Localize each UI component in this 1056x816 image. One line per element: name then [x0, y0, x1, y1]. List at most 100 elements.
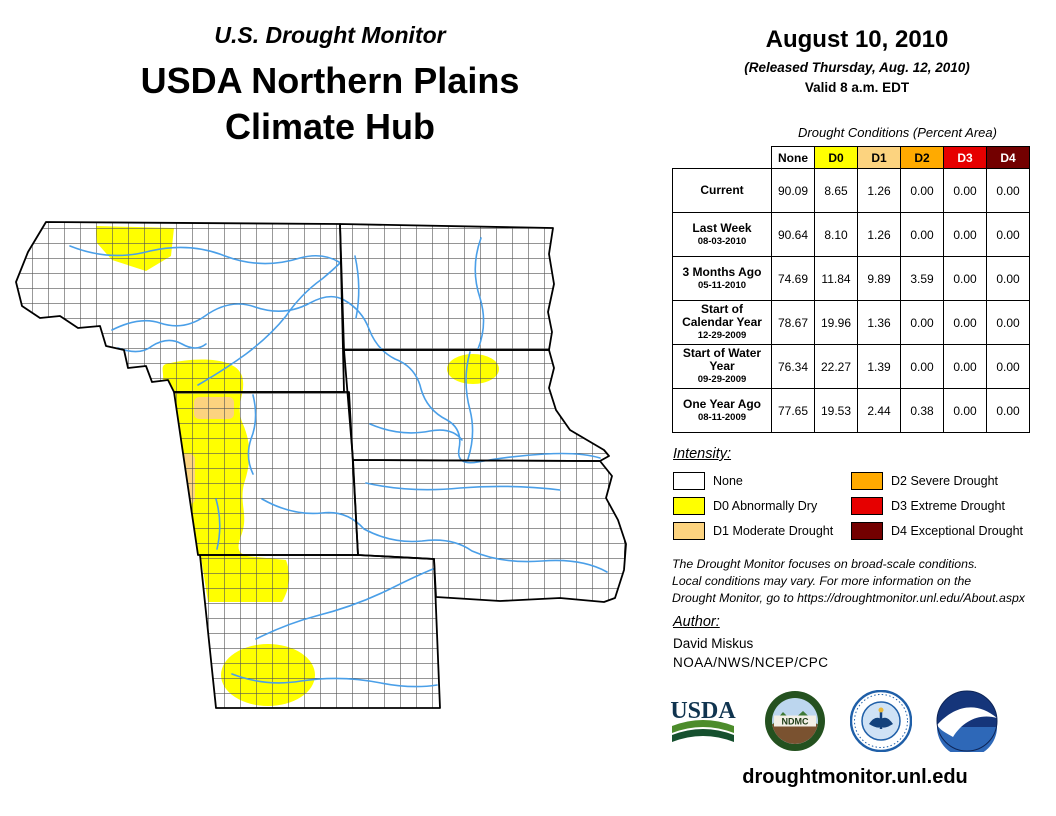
value-cell: 1.26 [857, 212, 901, 257]
rivers [69, 237, 608, 688]
value-cell: 22.27 [814, 344, 858, 389]
corner-cell [673, 147, 772, 169]
value-cell: 2.44 [857, 388, 901, 433]
ndmc-logo-text: NDMC [782, 717, 809, 727]
table-row-one-year-ago: One Year Ago 08-11-2009 77.65 19.53 2.44… [672, 388, 1030, 433]
row-date: 05-11-2010 [697, 279, 747, 291]
value-cell: 0.00 [986, 212, 1030, 257]
value-cell: 1.36 [857, 300, 901, 345]
monitor-title: U.S. Drought Monitor [214, 22, 446, 48]
author-org: NOAA/NWS/NCEP/CPC [673, 655, 829, 670]
disclaimer-line: Drought Monitor, go to https://droughtmo… [672, 591, 1025, 605]
value-cell: 0.00 [943, 300, 987, 345]
row-period: One Year Ago [682, 396, 762, 411]
disclaimer-line: The Drought Monitor focuses on broad-sca… [672, 557, 978, 571]
col-header-d1: D1 [857, 146, 901, 169]
legend-item-d1: D1 Moderate Drought [673, 521, 851, 540]
row-date: 08-03-2010 [697, 235, 747, 247]
author-name: David Miskus [673, 636, 754, 651]
value-cell: 9.89 [857, 256, 901, 301]
value-cell: 0.00 [943, 168, 987, 213]
drought-conditions-table: None D0 D1 D2 D3 D4 Current 90.09 8.65 1… [672, 146, 1030, 433]
legend-item-d0: D0 Abnormally Dry [673, 496, 851, 515]
col-header-d2: D2 [900, 146, 944, 169]
d3-swatch [851, 496, 883, 515]
row-date: 12-29-2009 [697, 330, 747, 341]
noaa-logo [936, 690, 998, 757]
table-row-start-calendar-year: Start of Calendar Year 12-29-2009 78.67 … [672, 300, 1030, 345]
value-cell: 0.38 [900, 388, 944, 433]
value-cell: 0.00 [986, 344, 1030, 389]
legend-item-none: None [673, 471, 851, 490]
legend-label: None [713, 473, 743, 488]
table-row-3-months-ago: 3 Months Ago 05-11-2010 74.69 11.84 9.89… [672, 256, 1030, 301]
value-cell: 1.39 [857, 344, 901, 389]
table-title: Drought Conditions (Percent Area) [798, 125, 997, 140]
value-cell: 78.67 [771, 300, 815, 345]
footer-url: droughtmonitor.unl.edu [742, 766, 968, 788]
none-swatch [673, 471, 705, 490]
state-borders [15, 221, 627, 709]
map-date: August 10, 2010 [765, 26, 949, 53]
value-cell: 1.26 [857, 168, 901, 213]
ndmc-logo: NDMC [764, 690, 826, 757]
legend-label: D0 Abnormally Dry [713, 498, 818, 513]
legend-item-d2: D2 Severe Drought [851, 471, 1041, 490]
valid-time: Valid 8 a.m. EDT [804, 80, 910, 95]
value-cell: 0.00 [943, 344, 987, 389]
county-boundaries [16, 222, 626, 708]
table-header-row: None D0 D1 D2 D3 D4 [673, 146, 1030, 169]
disclaimer-line: Local conditions may vary. For more info… [672, 574, 972, 588]
legend-item-d3: D3 Extreme Drought [851, 496, 1041, 515]
table-row-last-week: Last Week 08-03-2010 90.64 8.10 1.26 0.0… [672, 212, 1030, 257]
d4-swatch [851, 521, 883, 540]
release-date: (Released Thursday, Aug. 12, 2010) [744, 60, 970, 75]
author-heading: Author: [673, 614, 720, 630]
value-cell: 74.69 [771, 256, 815, 301]
logo-row: USDA NDMC [666, 689, 998, 757]
disclaimer: The Drought Monitor focuses on broad-sca… [672, 556, 1025, 607]
col-header-d3: D3 [943, 146, 987, 169]
d0-swatch [673, 496, 705, 515]
value-cell: 11.84 [814, 256, 858, 301]
usda-logo: USDA [666, 690, 740, 757]
value-cell: 3.59 [900, 256, 944, 301]
col-header-d4: D4 [986, 146, 1030, 169]
value-cell: 19.96 [814, 300, 858, 345]
value-cell: 77.65 [771, 388, 815, 433]
value-cell: 0.00 [943, 256, 987, 301]
legend-label: D3 Extreme Drought [891, 498, 1005, 513]
value-cell: 8.10 [814, 212, 858, 257]
drought-map-svg [15, 221, 627, 709]
value-cell: 0.00 [900, 212, 944, 257]
row-date: 09-29-2009 [697, 374, 747, 385]
d2-swatch [851, 471, 883, 490]
region-title: USDA Northern Plains Climate Hub [40, 58, 620, 150]
row-period: Last Week [692, 220, 752, 235]
value-cell: 0.00 [986, 388, 1030, 433]
value-cell: 0.00 [986, 168, 1030, 213]
row-period: Current [700, 183, 744, 197]
value-cell: 19.53 [814, 388, 858, 433]
row-period: Start of Calendar Year [682, 302, 762, 329]
value-cell: 0.00 [943, 212, 987, 257]
value-cell: 0.00 [900, 168, 944, 213]
value-cell: 0.00 [943, 388, 987, 433]
row-period: 3 Months Ago [682, 264, 762, 279]
value-cell: 8.65 [814, 168, 858, 213]
col-header-none: None [771, 146, 815, 169]
d1-swatch [673, 521, 705, 540]
col-header-d0: D0 [814, 146, 858, 169]
value-cell: 0.00 [900, 344, 944, 389]
legend-label: D2 Severe Drought [891, 473, 999, 488]
value-cell: 90.09 [771, 168, 815, 213]
value-cell: 0.00 [986, 300, 1030, 345]
row-date: 08-11-2009 [697, 411, 747, 423]
row-period: Start of Water Year [682, 346, 762, 373]
region-title-line2: Climate Hub [224, 106, 436, 147]
legend-title: Intensity: [673, 446, 732, 462]
value-cell: 90.64 [771, 212, 815, 257]
legend-item-d4: D4 Exceptional Drought [851, 521, 1041, 540]
legend-label: D4 Exceptional Drought [891, 523, 1024, 538]
